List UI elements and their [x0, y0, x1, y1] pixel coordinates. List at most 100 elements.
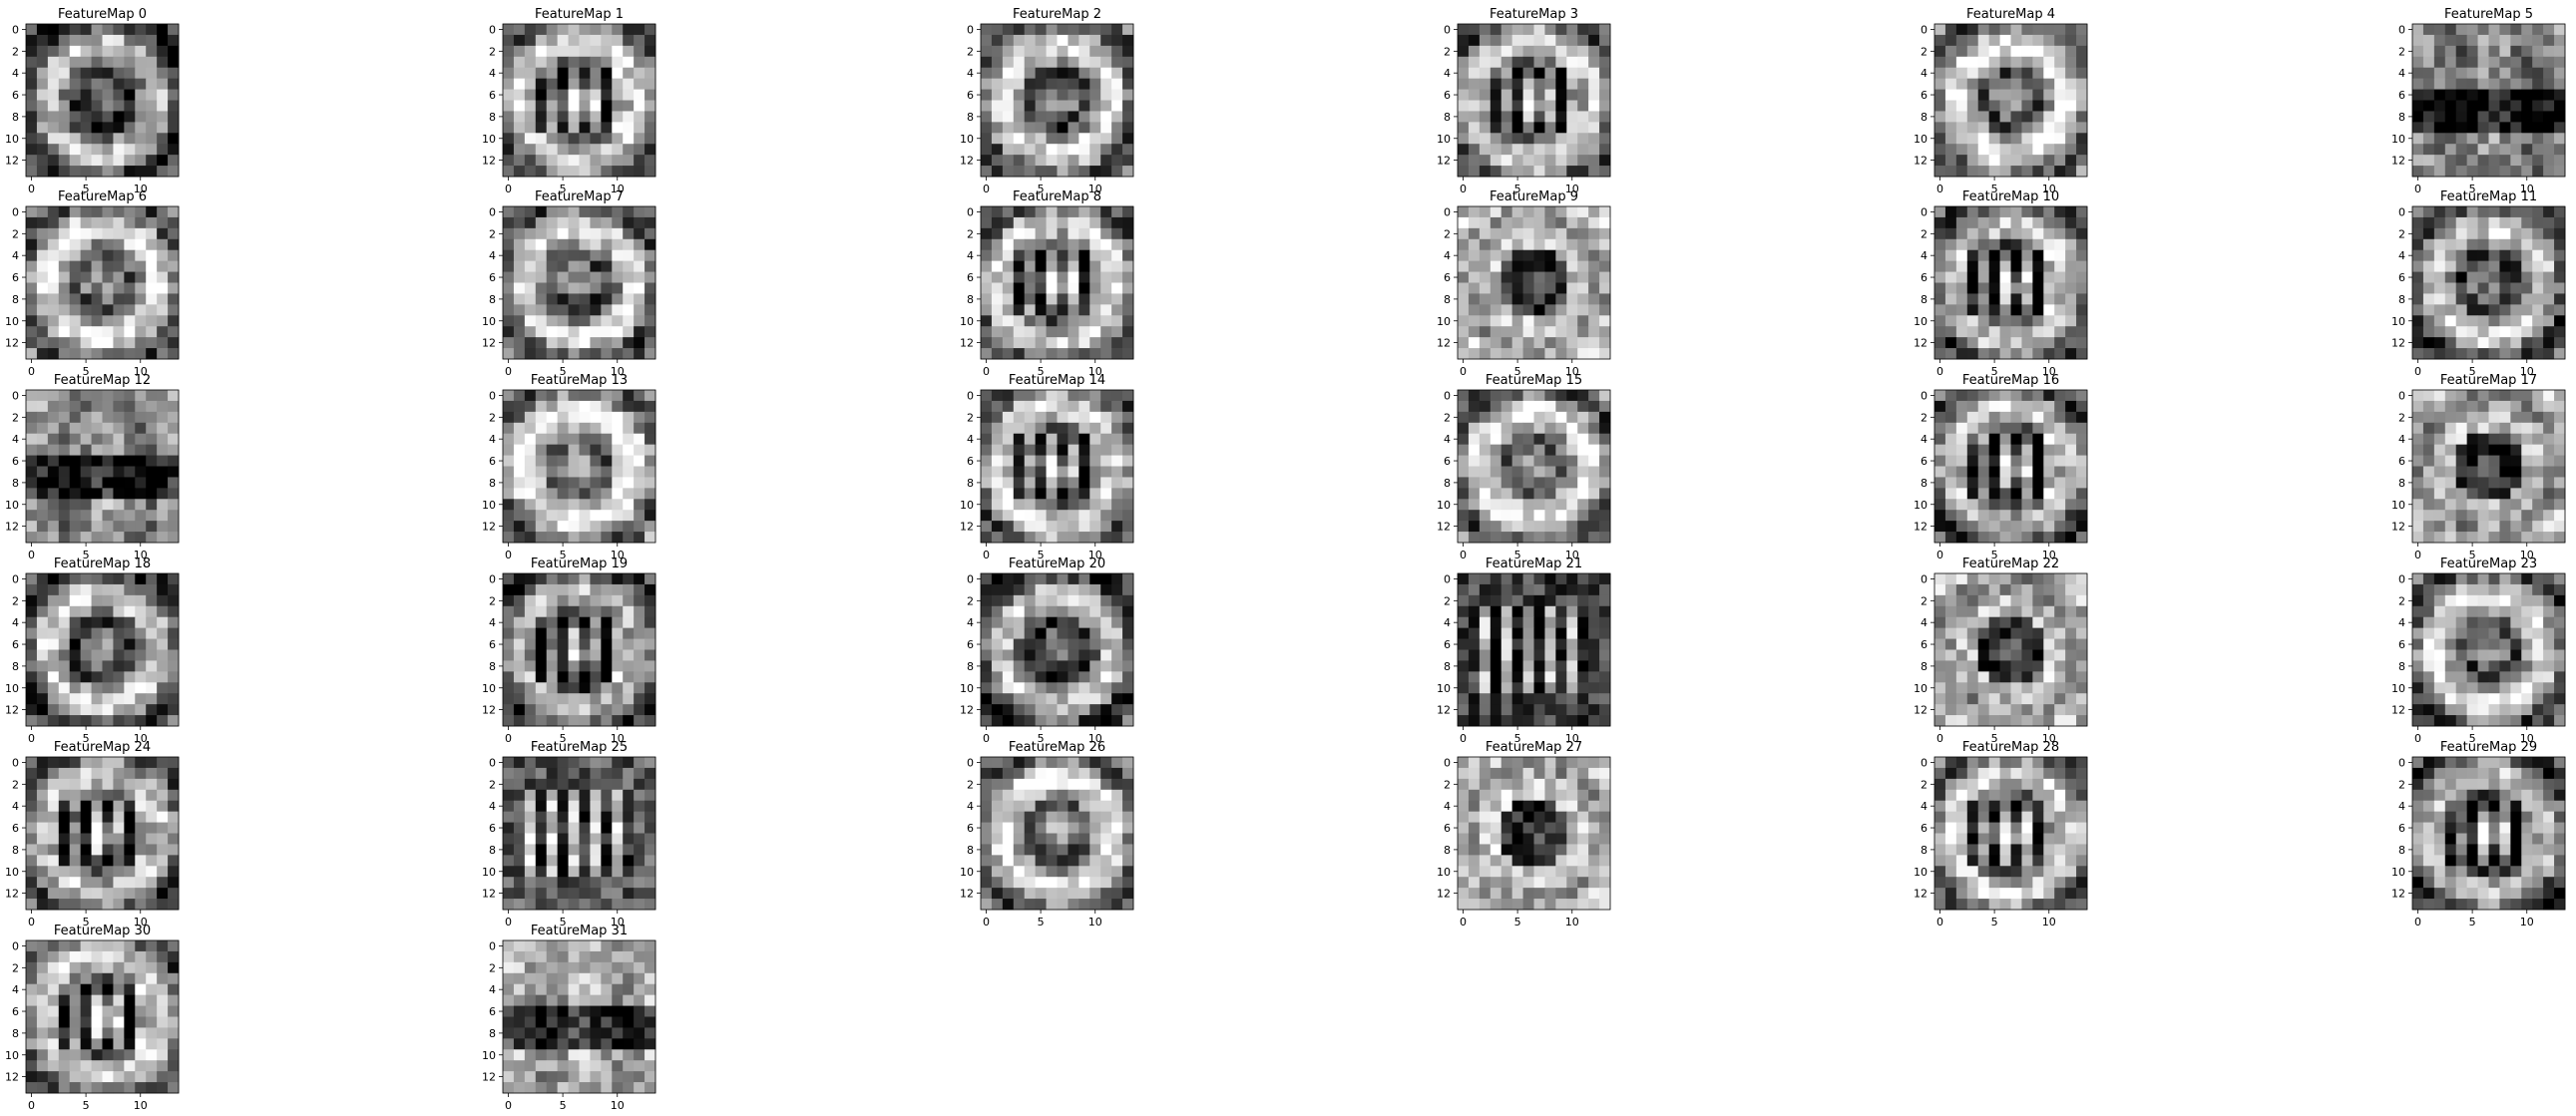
heatmap-cell: [1458, 510, 1470, 522]
heatmap-cell: [135, 715, 147, 727]
heatmap-cell: [1013, 616, 1026, 629]
heatmap-cell: [91, 616, 103, 629]
heatmap-cell: [2455, 166, 2468, 178]
heatmap-cell: [1501, 422, 1513, 435]
heatmap-cell: [991, 532, 1004, 544]
heatmap-cell: [2510, 466, 2522, 478]
heatmap-cell: [981, 249, 993, 262]
heatmap-cell: [1522, 166, 1534, 178]
heatmap-cell: [579, 433, 591, 446]
heatmap-cell: [2032, 100, 2044, 112]
heatmap-cell: [1511, 532, 1523, 544]
heatmap-cell: [2466, 249, 2478, 262]
heatmap-cell: [1479, 390, 1492, 402]
heatmap-cell: [2510, 337, 2522, 349]
heatmap-cell: [524, 715, 537, 727]
heatmap-cell: [2065, 89, 2077, 101]
heatmap-cell: [1988, 616, 2000, 629]
heatmap-cell: [601, 583, 613, 596]
heatmap-cell: [1588, 249, 1600, 262]
heatmap-cell: [1490, 144, 1503, 156]
heatmap-cell: [623, 616, 635, 629]
x-tick-label: 5: [1514, 732, 1521, 745]
y-tick-label: 0: [1444, 572, 1451, 585]
heatmap-cell: [1934, 216, 1946, 229]
heatmap-cell: [981, 521, 993, 533]
heatmap-cell: [612, 682, 624, 694]
heatmap-cell: [1013, 715, 1026, 727]
heatmap-cell: [1522, 133, 1534, 145]
heatmap-cell: [513, 616, 526, 629]
heatmap-cell: [124, 238, 136, 251]
heatmap-cell: [2488, 315, 2500, 327]
heatmap-cell: [1479, 271, 1492, 283]
heatmap-cell: [2444, 444, 2457, 456]
heatmap-cell: [1068, 56, 1079, 69]
heatmap-cell: [2466, 433, 2478, 446]
heatmap-cell: [2065, 260, 2077, 272]
heatmap-cell: [1544, 649, 1556, 661]
heatmap-cell: [113, 627, 125, 639]
heatmap-cell: [2510, 111, 2522, 123]
heatmap-cell: [47, 122, 60, 134]
heatmap-cell: [579, 24, 591, 36]
heatmap-cell: [2532, 390, 2544, 402]
heatmap-cell: [26, 616, 38, 629]
heatmap-cell: [2444, 216, 2457, 229]
heatmap-cell: [568, 682, 580, 694]
heatmap-cell: [601, 304, 613, 316]
heatmap-cell: [2433, 444, 2446, 456]
heatmap-cell: [2021, 390, 2033, 402]
heatmap-cell: [135, 649, 147, 661]
heatmap-cell: [1977, 400, 1990, 413]
heatmap-cell: [36, 326, 49, 338]
heatmap-cell: [2543, 455, 2555, 467]
heatmap-cell: [1068, 227, 1079, 240]
heatmap-cell: [991, 337, 1004, 349]
heatmap-cell: [2543, 488, 2555, 500]
heatmap-cell: [2076, 304, 2088, 316]
heatmap-cell: [568, 155, 580, 167]
heatmap-cell: [1588, 573, 1600, 585]
heatmap-cell: [634, 594, 645, 607]
heatmap-cell: [2043, 111, 2055, 123]
heatmap-cell: [1566, 133, 1578, 145]
heatmap-cell: [1944, 271, 1957, 283]
heatmap-cell: [168, 67, 180, 80]
heatmap-cell: [1934, 616, 1946, 629]
heatmap-cell: [535, 282, 548, 294]
heatmap-cell: [124, 638, 136, 650]
heatmap-cell: [2521, 315, 2533, 327]
panel-title: FeatureMap 22: [1962, 557, 2059, 571]
heatmap-cell: [2444, 78, 2457, 90]
heatmap-cell: [2412, 510, 2424, 522]
heatmap-cell: [1988, 411, 2000, 424]
x-tick-label: 5: [1514, 549, 1521, 561]
heatmap-cell: [1458, 627, 1470, 639]
heatmap-cell: [1089, 348, 1101, 360]
plot-frame: [1457, 205, 1611, 360]
heatmap-cell: [2021, 315, 2033, 327]
heatmap-cell: [1566, 45, 1578, 58]
y-tick-label: 2: [1444, 411, 1451, 424]
heatmap-cell: [1046, 45, 1058, 58]
heatmap-cell: [1122, 144, 1134, 156]
heatmap-cell: [1468, 422, 1481, 435]
heatmap-cell: [513, 715, 526, 727]
heatmap-cell: [80, 166, 92, 178]
heatmap-cell: [644, 304, 656, 316]
heatmap-cell: [1458, 155, 1470, 167]
heatmap-cell: [1479, 144, 1492, 156]
heatmap-cell: [1588, 144, 1600, 156]
heatmap-cell: [1046, 304, 1058, 316]
heatmap-cell: [1522, 304, 1534, 316]
heatmap-cell: [1013, 466, 1026, 478]
heatmap-cell: [47, 477, 60, 489]
heatmap-cell: [2466, 466, 2478, 478]
heatmap-cell: [1934, 271, 1946, 283]
heatmap-cell: [503, 715, 515, 727]
heatmap-cell: [1533, 315, 1545, 327]
heatmap-cell: [524, 390, 537, 402]
y-tick-label: 0: [12, 23, 19, 36]
